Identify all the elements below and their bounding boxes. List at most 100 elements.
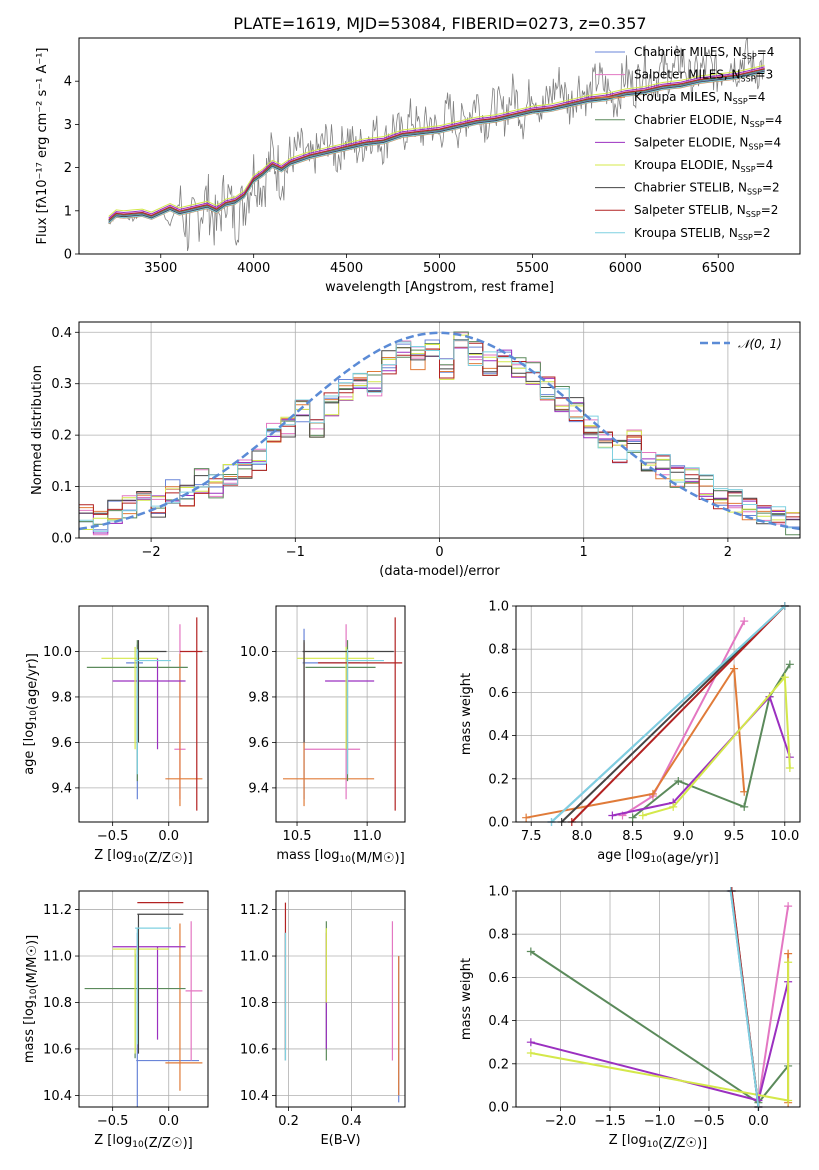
spectrum-plot-area xyxy=(108,38,765,251)
y-tick-label: 0.2 xyxy=(488,772,509,787)
x-tick-label: 10.5 xyxy=(283,829,312,844)
weight-marker xyxy=(522,813,531,822)
weight-marker xyxy=(526,947,535,956)
legend-label: Chabrier STELIB, NSSP=2 xyxy=(634,181,780,197)
plot-frame xyxy=(78,890,209,1108)
mass-vs-Z-panel: −0.5 0.0 10.4 10.6 10.8 11.0 11.2 Z [log10(Z/Z☉… xyxy=(22,890,209,1151)
weight-marker xyxy=(638,811,647,820)
y-axis-label: mass [log10(M/M☉)] xyxy=(22,935,40,1063)
weight-marker xyxy=(784,902,793,911)
legend-label: Salpeter ELODIE, NSSP=4 xyxy=(634,135,781,151)
y-axis-label: age [log10(age/yr)] xyxy=(22,653,40,775)
x-axis-label: Z [log10(Z/Z☉)] xyxy=(94,1133,192,1151)
y-axis-label: mass weight xyxy=(459,958,474,1040)
y-tick-label: 4 xyxy=(64,75,72,90)
plot-frame xyxy=(275,890,406,1108)
weight-marker xyxy=(648,789,657,798)
y-tick-label: 9.4 xyxy=(248,781,269,796)
weight-marker xyxy=(784,949,793,958)
weight-marker xyxy=(784,958,793,967)
x-axis-label: mass [log10(M/M☉)] xyxy=(276,848,404,866)
weight-marker xyxy=(730,664,739,673)
x-tick-label: 11.0 xyxy=(353,829,382,844)
y-tick-label: 10.6 xyxy=(43,1042,72,1057)
x-tick-label: 1 xyxy=(580,545,588,560)
x-tick-label: 0.0 xyxy=(748,1114,769,1129)
y-tick-label: 0.0 xyxy=(488,1101,509,1116)
x-tick-label: 5500 xyxy=(516,261,549,276)
y-tick-label: 0.4 xyxy=(51,326,72,341)
y-tick-label: 9.8 xyxy=(248,690,269,705)
x-tick-label: 0 xyxy=(435,545,443,560)
y-tick-label: 11.0 xyxy=(43,950,72,965)
plot-frame xyxy=(275,605,406,823)
weight-marker xyxy=(780,673,789,682)
weight-vs-Z-panel: −2.0 −1.5 −1.0 −0.5 0.0 0.0 0.2 0.4 0.6 0.8 1.0 Z [… xyxy=(459,885,801,1151)
model-line-4 xyxy=(108,66,765,219)
model-line-8 xyxy=(108,71,765,224)
legend-label: Chabrier MILES, NSSP=4 xyxy=(634,45,774,61)
residuals-plot-area xyxy=(79,331,800,536)
plot-frame xyxy=(78,605,209,823)
x-axis-label: E(B-V) xyxy=(320,1133,360,1148)
y-tick-label: 1 xyxy=(64,204,72,219)
y-tick-label: 0.4 xyxy=(488,729,509,744)
x-tick-label: −0.5 xyxy=(693,1114,725,1129)
histogram-7 xyxy=(79,340,800,523)
y-tick-label: 10.0 xyxy=(43,645,72,660)
plot-frame xyxy=(515,605,801,823)
x-axis-label: (data-model)/error xyxy=(379,564,500,579)
x-tick-label: 6000 xyxy=(609,261,642,276)
x-tick-label: 8.5 xyxy=(622,829,643,844)
y-tick-label: 11.2 xyxy=(43,903,72,918)
x-tick-label: 6500 xyxy=(702,261,735,276)
y-axis-label: Normed distribution xyxy=(30,365,45,495)
x-tick-label: 0.4 xyxy=(341,1114,362,1129)
y-tick-label: 9.6 xyxy=(51,736,72,751)
legend-label: 𝒩(0, 1) xyxy=(738,337,782,351)
x-axis-label: Z [log10(Z/Z☉)] xyxy=(609,1133,707,1151)
x-axis-label: age [log10(age/yr)] xyxy=(597,848,719,866)
age-vs-mass-panel: 10.5 11.0 9.4 9.6 9.8 10.0 mass [log10(M/M☉)] xyxy=(240,605,406,866)
x-tick-label: 0.2 xyxy=(278,1114,299,1129)
weight-marker xyxy=(628,813,637,822)
x-tick-label: 2 xyxy=(724,545,732,560)
y-tick-label: 0.4 xyxy=(488,1014,509,1029)
age-vs-Z-panel: −0.5 0.0 9.4 9.6 9.8 10.0 Z [log10(Z/Z☉)] age [… xyxy=(22,605,209,866)
chart-title: PLATE=1619, MJD=53084, FIBERID=0273, z=0… xyxy=(233,14,646,33)
x-tick-label: 8.0 xyxy=(572,829,593,844)
legend-label: Kroupa MILES, NSSP=4 xyxy=(634,90,765,106)
weight-marker xyxy=(785,764,794,772)
y-tick-label: 9.6 xyxy=(248,736,269,751)
y-tick-label: 0.6 xyxy=(488,971,509,986)
x-tick-label: −0.5 xyxy=(97,1114,129,1129)
y-tick-label: 0.0 xyxy=(488,816,509,831)
y-tick-label: 9.4 xyxy=(51,781,72,796)
model-line-0 xyxy=(108,69,765,222)
mass-vs-ebv-panel: 0.2 0.4 10.4 10.6 10.8 11.0 11.2 E(B-V) xyxy=(240,890,406,1148)
x-tick-label: −0.5 xyxy=(97,829,129,844)
weight-line-1 xyxy=(757,905,790,1101)
weight-line-4 xyxy=(612,694,791,817)
weight-marker xyxy=(740,802,749,811)
weight-line-2 xyxy=(525,665,746,819)
legend-label: Salpeter MILES, NSSP=3 xyxy=(634,68,773,84)
weight-marker xyxy=(526,1038,535,1047)
legend-label: Kroupa STELIB, NSSP=2 xyxy=(634,226,771,242)
x-tick-label: 9.5 xyxy=(724,829,745,844)
x-axis-label: Z [log10(Z/Z☉)] xyxy=(94,848,192,866)
x-tick-label: −1.0 xyxy=(644,1114,676,1129)
legend-label: Salpeter STELIB, NSSP=2 xyxy=(634,203,778,219)
x-tick-label: 10.0 xyxy=(770,829,799,844)
residuals-panel: −2 −1 0 1 2 0.0 0.1 0.2 0.3 0.4 (data-model)/error… xyxy=(30,321,801,579)
histogram-8 xyxy=(79,339,800,532)
model-line-6 xyxy=(108,70,765,223)
y-tick-label: 9.8 xyxy=(51,690,72,705)
y-tick-label: 10.6 xyxy=(240,1042,269,1057)
weight-marker xyxy=(740,617,749,626)
x-tick-label: 5000 xyxy=(423,261,456,276)
y-tick-label: 11.2 xyxy=(240,903,269,918)
weight-line-8 xyxy=(729,890,760,1108)
model-line-5 xyxy=(108,64,765,217)
